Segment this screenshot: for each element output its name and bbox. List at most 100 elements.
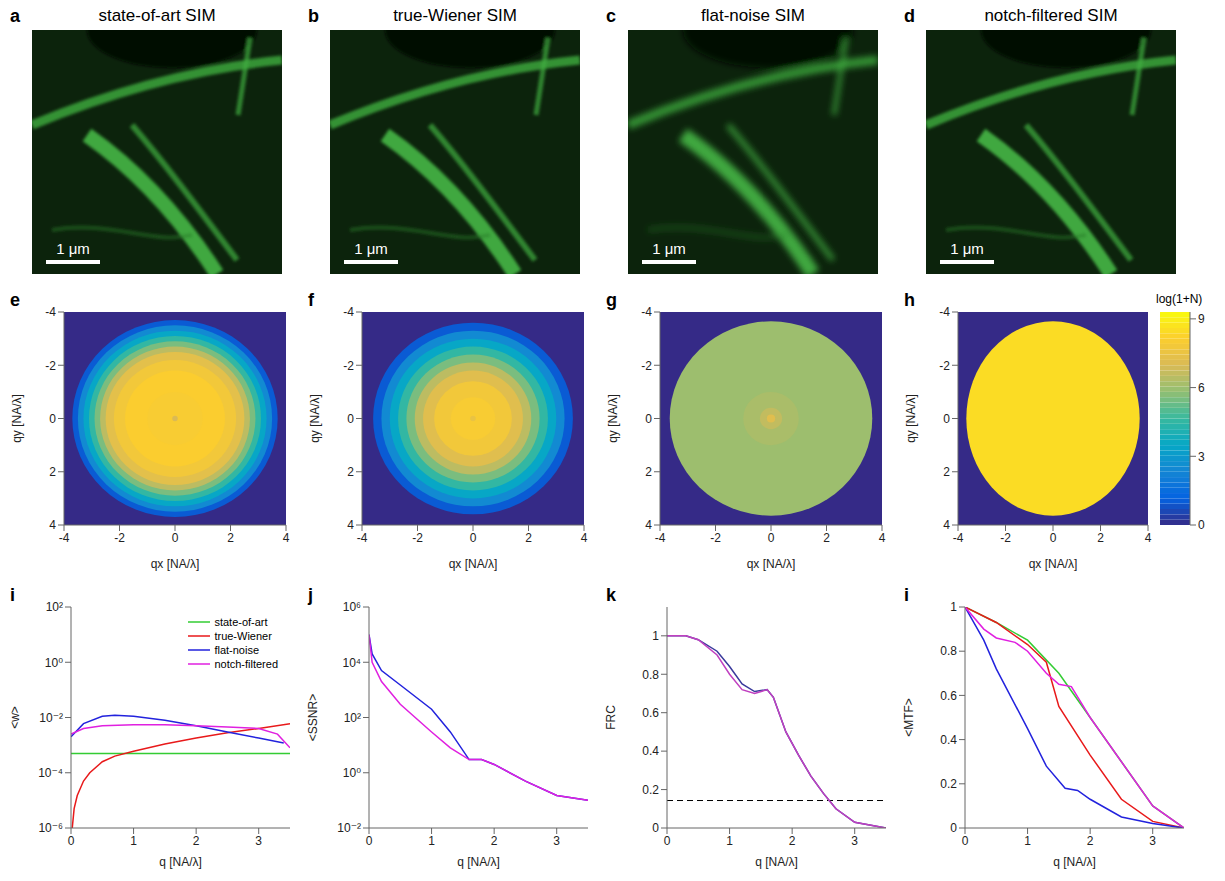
svg-text:0: 0	[664, 834, 671, 848]
svg-text:3: 3	[255, 834, 262, 848]
svg-text:-4: -4	[343, 305, 354, 319]
svg-text:10⁰: 10⁰	[45, 656, 63, 670]
svg-text:10⁻²: 10⁻²	[39, 711, 63, 725]
svg-text:<w>: <w>	[8, 706, 22, 729]
svg-text:0: 0	[49, 412, 56, 426]
svg-text:-4: -4	[357, 531, 368, 545]
svg-text:2: 2	[943, 465, 950, 479]
svg-text:2: 2	[1097, 531, 1104, 545]
svg-text:0.8: 0.8	[940, 644, 957, 658]
svg-text:10⁻²: 10⁻²	[337, 821, 361, 835]
svg-text:0.6: 0.6	[940, 689, 957, 703]
svg-text:0: 0	[1198, 518, 1205, 532]
svg-text:true-Wiener SIM: true-Wiener SIM	[393, 6, 517, 25]
svg-text:10²: 10²	[46, 600, 63, 614]
svg-text:3: 3	[553, 834, 560, 848]
svg-text:4: 4	[645, 518, 652, 532]
svg-text:10⁻⁴: 10⁻⁴	[38, 766, 63, 780]
svg-text:4: 4	[1145, 531, 1152, 545]
svg-text:10⁰: 10⁰	[343, 766, 361, 780]
svg-text:2: 2	[227, 531, 234, 545]
svg-text:1: 1	[726, 834, 733, 848]
svg-text:3: 3	[851, 834, 858, 848]
svg-text:0: 0	[768, 531, 775, 545]
svg-text:1 μm: 1 μm	[56, 240, 90, 257]
svg-text:notch-filtered SIM: notch-filtered SIM	[984, 6, 1117, 25]
svg-text:c: c	[606, 6, 616, 26]
svg-text:10⁴: 10⁴	[342, 656, 361, 670]
svg-text:-2: -2	[939, 359, 950, 373]
svg-text:-4: -4	[655, 531, 666, 545]
svg-text:-2: -2	[114, 531, 125, 545]
svg-text:qy [NA/λ]: qy [NA/λ]	[308, 394, 322, 443]
svg-text:-2: -2	[412, 531, 423, 545]
svg-text:2: 2	[823, 531, 830, 545]
svg-text:1 μm: 1 μm	[652, 240, 686, 257]
svg-text:4: 4	[943, 518, 950, 532]
svg-text:2: 2	[193, 834, 200, 848]
svg-text:4: 4	[581, 531, 588, 545]
svg-text:qy [NA/λ]: qy [NA/λ]	[10, 394, 24, 443]
svg-text:2: 2	[49, 465, 56, 479]
svg-text:a: a	[10, 6, 21, 26]
svg-text:q [NA/λ]: q [NA/λ]	[457, 855, 500, 869]
svg-text:0: 0	[950, 821, 957, 835]
svg-text:10⁶: 10⁶	[343, 600, 361, 614]
svg-text:q [NA/λ]: q [NA/λ]	[159, 855, 202, 869]
svg-text:flat-noise SIM: flat-noise SIM	[701, 6, 805, 25]
svg-text:0: 0	[68, 834, 75, 848]
svg-text:qx [NA/λ]: qx [NA/λ]	[747, 557, 796, 571]
svg-text:1: 1	[652, 629, 659, 643]
svg-text:4: 4	[49, 518, 56, 532]
svg-text:0: 0	[172, 531, 179, 545]
svg-text:q [NA/λ]: q [NA/λ]	[755, 855, 798, 869]
svg-text:2: 2	[645, 465, 652, 479]
svg-text:-4: -4	[641, 305, 652, 319]
svg-text:0.2: 0.2	[940, 777, 957, 791]
svg-text:2: 2	[1087, 834, 1094, 848]
svg-text:state-of-art SIM: state-of-art SIM	[98, 6, 215, 25]
svg-text:0: 0	[652, 821, 659, 835]
svg-text:0: 0	[347, 412, 354, 426]
svg-text:b: b	[308, 6, 319, 26]
svg-text:d: d	[904, 6, 915, 26]
svg-text:-2: -2	[710, 531, 721, 545]
svg-text:1: 1	[950, 600, 957, 614]
svg-text:-4: -4	[953, 531, 964, 545]
svg-text:4: 4	[347, 518, 354, 532]
svg-text:10⁻⁶: 10⁻⁶	[38, 821, 63, 835]
svg-text:-2: -2	[1000, 531, 1011, 545]
svg-text:4: 4	[879, 531, 886, 545]
svg-text:qy [NA/λ]: qy [NA/λ]	[606, 394, 620, 443]
svg-text:-4: -4	[59, 531, 70, 545]
svg-text:qx [NA/λ]: qx [NA/λ]	[151, 557, 200, 571]
svg-text:1: 1	[428, 834, 435, 848]
svg-text:2: 2	[789, 834, 796, 848]
svg-text:1: 1	[130, 834, 137, 848]
svg-text:0.4: 0.4	[642, 744, 659, 758]
svg-text:<SSNR>: <SSNR>	[306, 694, 320, 741]
svg-text:0.4: 0.4	[940, 733, 957, 747]
svg-text:6: 6	[1198, 381, 1205, 395]
svg-text:0: 0	[943, 412, 950, 426]
svg-text:10²: 10²	[344, 711, 361, 725]
svg-text:<MTF>: <MTF>	[902, 698, 916, 737]
svg-text:3: 3	[1149, 834, 1156, 848]
svg-text:qx [NA/λ]: qx [NA/λ]	[449, 557, 498, 571]
svg-text:-2: -2	[343, 359, 354, 373]
svg-text:0: 0	[1050, 531, 1057, 545]
svg-text:0.6: 0.6	[642, 706, 659, 720]
svg-text:-4: -4	[939, 305, 950, 319]
svg-text:FRC: FRC	[604, 705, 618, 730]
svg-text:1 μm: 1 μm	[354, 240, 388, 257]
svg-text:0: 0	[645, 412, 652, 426]
svg-text:1 μm: 1 μm	[950, 240, 984, 257]
svg-text:0.2: 0.2	[642, 783, 659, 797]
svg-text:4: 4	[283, 531, 290, 545]
svg-text:qy [NA/λ]: qy [NA/λ]	[904, 394, 918, 443]
svg-text:2: 2	[347, 465, 354, 479]
svg-text:-4: -4	[45, 305, 56, 319]
svg-text:q [NA/λ]: q [NA/λ]	[1053, 855, 1096, 869]
svg-text:1: 1	[1024, 834, 1031, 848]
svg-text:2: 2	[491, 834, 498, 848]
